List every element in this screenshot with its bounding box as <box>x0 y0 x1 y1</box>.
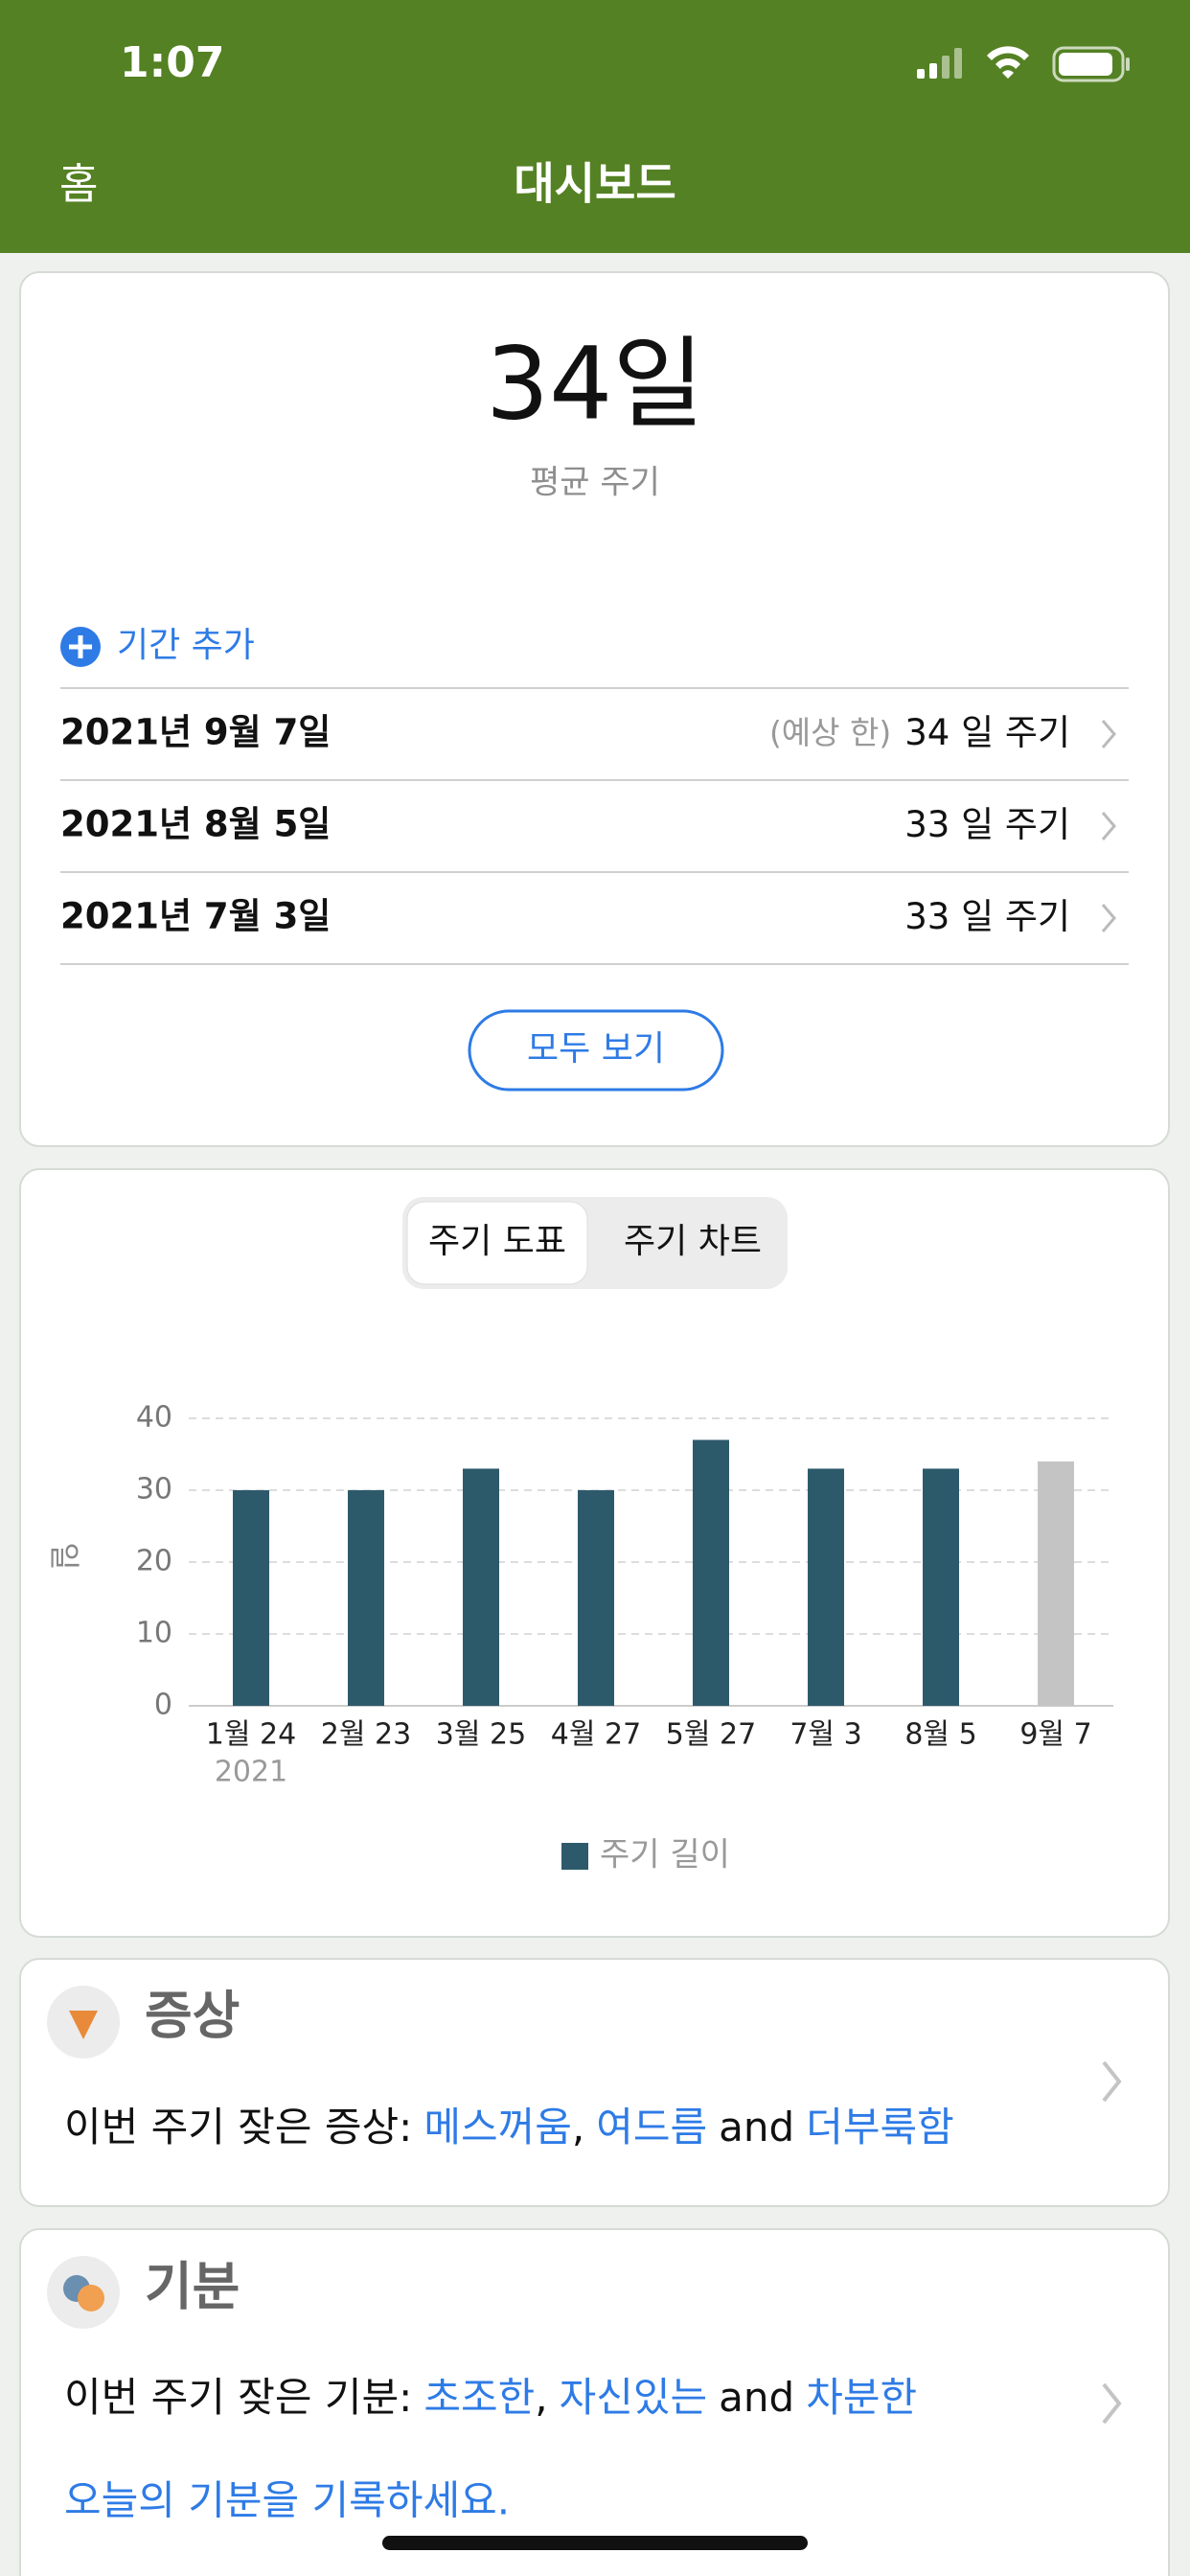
y-tick-label: 10 <box>136 1617 172 1650</box>
period-date: 2021년 7월 3일 <box>60 896 331 937</box>
chevron <box>1102 2060 1122 2103</box>
header <box>0 0 1190 253</box>
status-icons <box>917 46 1130 82</box>
period-cycle: (예상 한) 34 일 주기 <box>769 712 1070 753</box>
chevron <box>1102 2382 1122 2425</box>
view-all-label[interactable]: 모두 보기 <box>527 1029 665 1069</box>
x-tick-label: 2월 23 <box>321 1718 411 1752</box>
list-item: 차분한 <box>806 2374 917 2421</box>
y-tick-label: 0 <box>154 1689 172 1722</box>
x-tick-label: 3월 25 <box>436 1718 526 1752</box>
separator: and <box>719 2104 794 2150</box>
y-tick-label: 30 <box>136 1473 172 1506</box>
list-item: 자신있는 <box>560 2374 708 2421</box>
symptoms-icon-glyph <box>69 2011 98 2039</box>
legend-swatch <box>561 1843 588 1870</box>
bar <box>693 1439 729 1706</box>
y-axis-label: 일 <box>46 1542 82 1570</box>
period-cycle-value: 33 일 주기 <box>904 896 1070 937</box>
list-item: 메스꺼움 <box>423 2104 572 2150</box>
symptoms-card[interactable] <box>19 1958 1170 2207</box>
bar <box>348 1490 384 1706</box>
period-cycle: 33 일 주기 <box>904 896 1070 937</box>
period-cycle-value: 34 일 주기 <box>904 712 1070 753</box>
bar <box>578 1490 614 1706</box>
y-tick-label: 20 <box>136 1545 172 1578</box>
list-item: 초조한 <box>423 2374 535 2421</box>
period-cycle-value: 33 일 주기 <box>904 804 1070 845</box>
chevron <box>1101 812 1116 840</box>
tab-selected <box>406 1201 588 1285</box>
period-note: (예상 한) <box>769 714 891 751</box>
status-time: 1:07 <box>120 38 224 87</box>
x-tick-label: 1월 24 <box>206 1718 296 1752</box>
add-period[interactable]: 기간 추가 <box>117 626 255 665</box>
period-date: 2021년 8월 5일 <box>60 804 331 845</box>
summary-card <box>19 271 1170 1147</box>
bar <box>233 1490 269 1706</box>
mood-icon-glyph <box>78 2285 104 2312</box>
list-item: 더부룩함 <box>806 2104 954 2150</box>
nav-title: 대시보드 <box>514 158 675 210</box>
bar <box>808 1468 844 1706</box>
mood-text: 이번 주기 잦은 기분: 초조한, 자신있는 and 차분한 <box>64 2374 917 2421</box>
symptoms-text: 이번 주기 잦은 증상: 메스꺼움, 여드름 and 더부룩함 <box>64 2104 954 2150</box>
x-tick-label: 9월 7 <box>1019 1718 1091 1752</box>
average-cycle: 34일 <box>486 325 704 442</box>
tab[interactable]: 주기 차트 <box>624 1222 762 1261</box>
list-label: 이번 주기 잦은 기분: <box>64 2374 412 2421</box>
legend-label: 주기 길이 <box>600 1836 730 1874</box>
x-tick-label: 8월 5 <box>904 1718 976 1752</box>
tab[interactable]: 주기 도표 <box>428 1222 566 1261</box>
chevron <box>1101 904 1116 932</box>
view-all-button[interactable] <box>468 1009 724 1092</box>
x-tick-label: 5월 27 <box>666 1718 756 1752</box>
bar <box>923 1468 959 1706</box>
x-tick-label: 7월 3 <box>790 1718 861 1752</box>
home-indicator <box>382 2536 808 2550</box>
separator: , <box>572 2104 584 2150</box>
bar <box>463 1468 499 1706</box>
mood-title: 기분 <box>145 2257 240 2317</box>
list-item: 여드름 <box>596 2104 707 2150</box>
mood-card[interactable] <box>19 2228 1170 2576</box>
back-button[interactable]: 홈 <box>59 160 98 209</box>
mood-link[interactable]: 오늘의 기분을 기록하세요. <box>64 2477 510 2524</box>
list-label: 이번 주기 잦은 증상: <box>64 2104 412 2150</box>
period-cycle: 33 일 주기 <box>904 804 1070 845</box>
separator: and <box>719 2374 794 2421</box>
average-label: 평균 주기 <box>530 464 660 502</box>
symptoms-title: 증상 <box>145 1986 240 2046</box>
y-tick-label: 40 <box>136 1401 172 1435</box>
add-icon-plus <box>69 635 92 658</box>
x-year-label: 2021 <box>215 1756 287 1789</box>
bar <box>1038 1461 1074 1706</box>
separator: , <box>535 2374 547 2421</box>
chevron <box>1101 720 1116 748</box>
period-date: 2021년 9월 7일 <box>60 712 331 753</box>
x-tick-label: 4월 27 <box>551 1718 641 1752</box>
